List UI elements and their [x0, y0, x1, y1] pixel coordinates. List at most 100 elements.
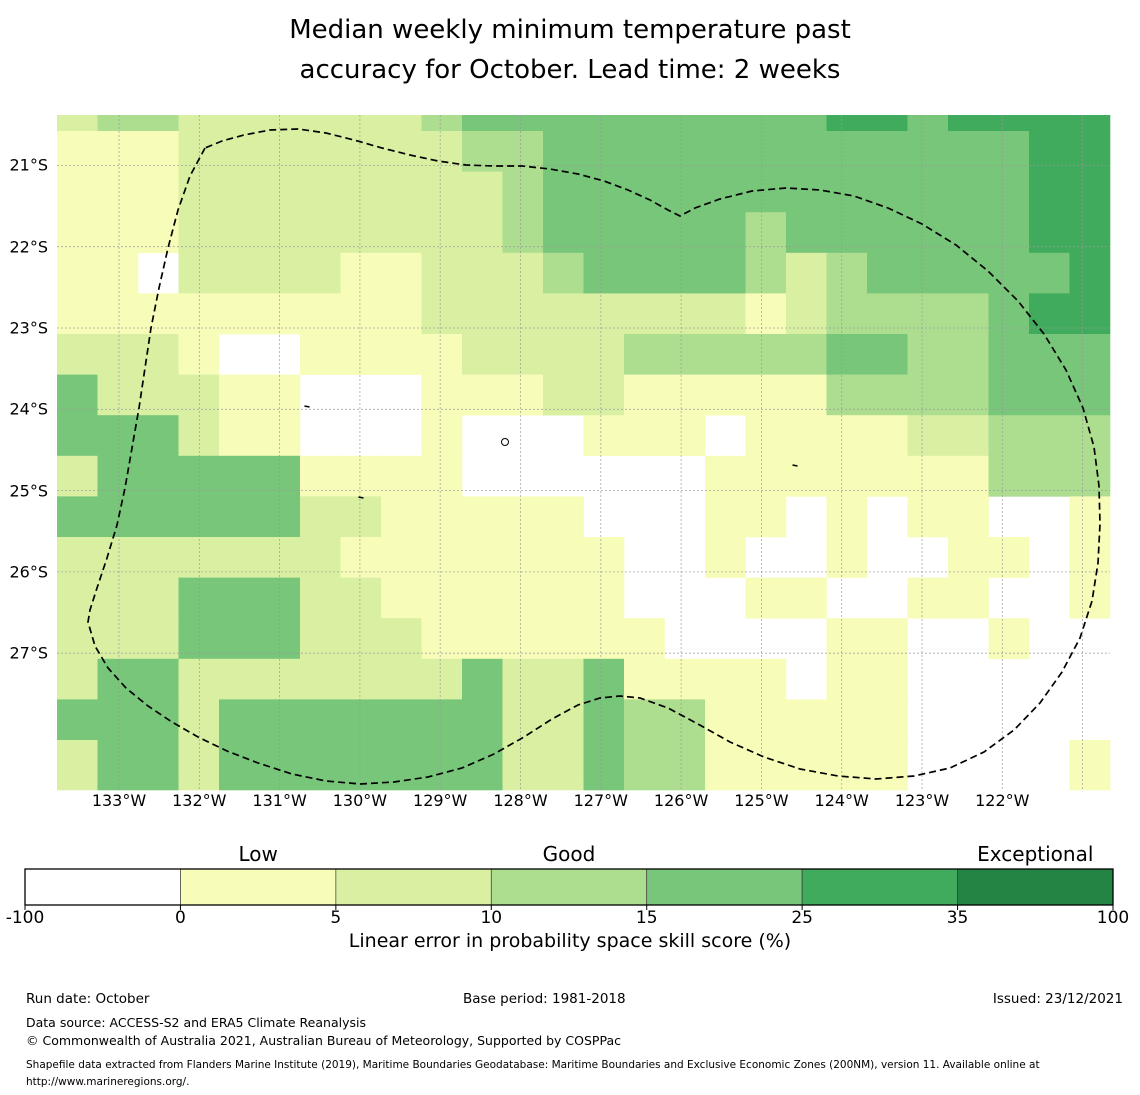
grid-cell: [421, 496, 463, 538]
grid-cell: [502, 334, 544, 375]
grid-cell: [462, 171, 503, 213]
grid-cell: [624, 740, 665, 781]
grid-cell: [300, 780, 341, 791]
grid-cell: [178, 252, 220, 294]
grid-cell: [948, 374, 989, 416]
colorbar-category-label: Exceptional: [977, 842, 1094, 866]
latitude-tick-label: 21°S: [9, 155, 48, 175]
colorbar-category-label: Low: [238, 842, 278, 866]
grid-cell: [421, 740, 463, 781]
grid-cell: [57, 577, 98, 619]
grid-cell: [178, 699, 220, 741]
grid-cell: [97, 115, 139, 132]
grid-cell: [624, 618, 665, 660]
grid-cell: [543, 293, 584, 335]
grid-cell: [178, 115, 220, 132]
grid-cell: [745, 374, 787, 416]
grid-cell: [988, 455, 1030, 497]
issued-date-text: Issued: 23/12/2021: [992, 991, 1123, 1007]
grid-cell: [907, 577, 949, 619]
grid-cell: [97, 577, 139, 619]
grid-cell: [57, 334, 98, 375]
grid-cell: [543, 171, 584, 213]
grid-cell: [543, 212, 584, 254]
grid-cell: [340, 293, 382, 335]
latitude-tick-label: 27°S: [9, 643, 48, 663]
grid-cell: [57, 252, 98, 294]
grid-cell: [1069, 115, 1111, 132]
grid-cell: [948, 455, 989, 497]
grid-cell: [1069, 577, 1111, 619]
grid-cell: [178, 293, 220, 335]
grid-cell: [138, 577, 179, 619]
grid-cell: [300, 334, 341, 375]
grid-cell: [1029, 455, 1070, 497]
grid-cell: [988, 212, 1030, 254]
grid-cell: [381, 293, 422, 335]
grid-cell: [583, 577, 625, 619]
grid-cell: [57, 740, 98, 781]
grid-cell: [745, 658, 787, 700]
grid-cell: [421, 537, 463, 578]
grid-cell: [340, 171, 382, 213]
grid-cell: [786, 115, 827, 132]
grid-cell: [421, 171, 463, 213]
grid-cell: [867, 293, 908, 335]
grid-cell: [178, 658, 220, 700]
grid-cell: [583, 293, 625, 335]
grid-cell: [57, 212, 98, 254]
grid-cell: [705, 252, 746, 294]
grid-cell: [907, 334, 949, 375]
grid-cell: [502, 618, 544, 660]
grid-cell: [705, 334, 746, 375]
grid-cell: [826, 293, 868, 335]
grid-cell: [381, 455, 422, 497]
base-period-text: Base period: 1981-2018: [463, 991, 626, 1007]
grid-cell: [705, 496, 746, 538]
colorbar-segment: [335, 868, 492, 906]
colorbar-tick-label: 5: [330, 908, 342, 928]
grid-cell: [1029, 293, 1070, 335]
grid-cell: [219, 537, 260, 578]
chart-title: Median weekly minimum temperature past a…: [0, 10, 1140, 90]
exclusive-economic-zone-dashed-boundary: [87, 128, 1101, 785]
grid-cell: [826, 780, 868, 791]
longitude-tick-label: 125°W: [734, 791, 789, 810]
colorbar-tick-label: 25: [791, 908, 813, 928]
grid-cell: [867, 415, 908, 457]
grid-cell: [138, 455, 179, 497]
grid-cell: [462, 577, 503, 619]
grid-cell: [867, 252, 908, 294]
grid-cell: [745, 740, 787, 781]
grid-cell: [664, 252, 706, 294]
grid-cell: [57, 496, 98, 538]
grid-cell: [219, 115, 260, 132]
chart-title-line2: accuracy for October. Lead time: 2 weeks: [299, 55, 841, 85]
grid-cell: [1029, 115, 1070, 132]
grid-cell: [462, 212, 503, 254]
grid-cell: [826, 115, 868, 132]
grid-cell: [543, 780, 584, 791]
grid-cell: [867, 374, 908, 416]
grid-cell: [138, 780, 179, 791]
grid-cell: [138, 658, 179, 700]
grid-cell: [57, 415, 98, 457]
grid-cell: [705, 293, 746, 335]
grid-cell: [745, 212, 787, 254]
grid-cell: [138, 699, 179, 741]
grid-cell: [948, 293, 989, 335]
grid-cell: [948, 171, 989, 213]
grid-cell: [219, 374, 260, 416]
grid-cell: [502, 212, 544, 254]
grid-cell: [583, 374, 625, 416]
grid-cell: [421, 455, 463, 497]
grid-cell: [948, 415, 989, 457]
longitude-tick-label: 126°W: [653, 791, 709, 810]
grid-cell: [502, 374, 544, 416]
grid-cell: [178, 577, 220, 619]
grid-cell: [97, 374, 139, 416]
grid-cell: [421, 780, 463, 791]
grid-cell: [300, 658, 341, 700]
grid-cell: [988, 334, 1030, 375]
grid-cell: [462, 374, 503, 416]
